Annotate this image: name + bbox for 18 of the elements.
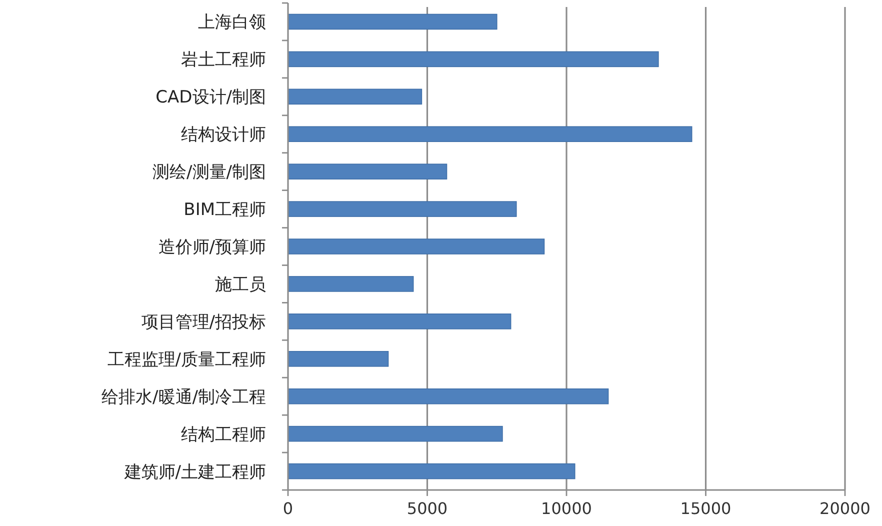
y-tick-label: 施工员 [215, 274, 266, 295]
y-tick-label: 结构工程师 [181, 424, 266, 445]
y-tick-label: 造价师/预算师 [158, 238, 266, 258]
y-tick-label: 上海白领 [198, 12, 266, 33]
x-tick-label: 15000 [680, 499, 732, 518]
y-tick-label: 结构设计师 [181, 125, 266, 146]
y-tick-label: BIM工程师 [184, 200, 266, 220]
y-tick-label: CAD设计/制图 [156, 88, 266, 108]
x-tick-label: 0 [282, 499, 294, 518]
x-tick-label: 10000 [541, 499, 592, 518]
x-tick-label: 5000 [406, 499, 448, 518]
y-tick-label: 岩土工程师 [181, 50, 266, 70]
y-tick-label: 工程监理/质量工程师 [107, 350, 266, 370]
y-tick-label: 项目管理/招投标 [141, 312, 266, 332]
y-tick-label: 给排水/暖通/制冷工程 [102, 387, 266, 408]
y-tick-label: 建筑师/土建工程师 [123, 462, 266, 482]
x-tick-label: 20000 [820, 499, 870, 518]
y-tick-label: 测绘/测量/制图 [152, 162, 266, 183]
